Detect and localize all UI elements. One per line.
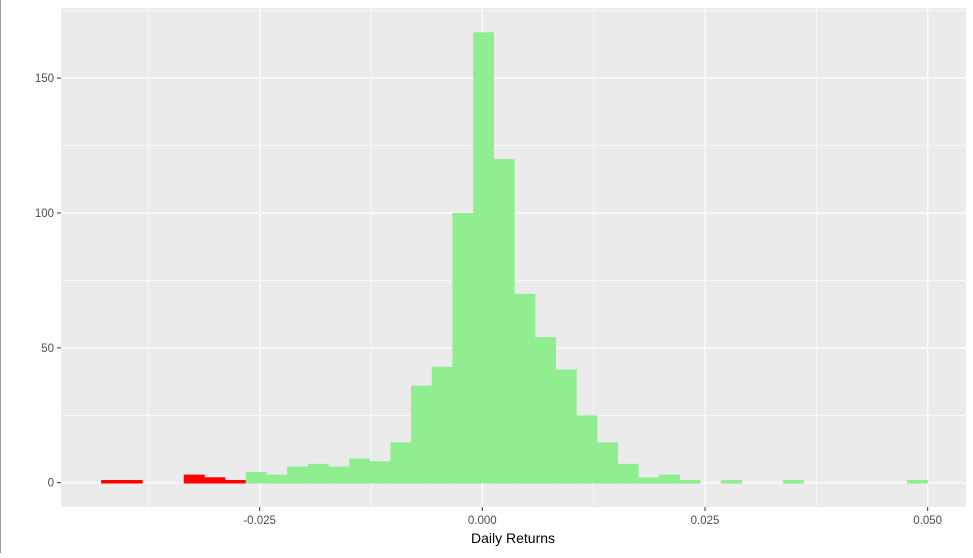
histogram-bar	[369, 461, 391, 483]
histogram-bar	[328, 466, 350, 483]
y-tick-label: 100	[35, 208, 54, 220]
x-axis-label: Daily Returns	[471, 530, 555, 546]
bars	[101, 32, 928, 484]
histogram-bar	[473, 32, 495, 483]
x-axis: -0.025 0.000 0.025 0.050	[243, 507, 942, 527]
histogram-bar	[514, 293, 536, 483]
histogram-bar	[535, 337, 557, 483]
y-tick-label: 0	[48, 478, 54, 490]
y-tick-label: 150	[35, 73, 54, 85]
histogram-bar	[225, 480, 247, 483]
x-tick-label: -0.025	[243, 515, 276, 527]
histogram-bar	[307, 463, 329, 483]
x-tick-label: 0.050	[913, 515, 942, 527]
histogram-bar	[493, 159, 515, 483]
histogram-bar	[245, 471, 267, 483]
histogram-bar	[679, 480, 701, 483]
histogram-bar	[783, 480, 805, 483]
histogram-bar	[431, 366, 453, 483]
histogram-bar	[617, 463, 639, 483]
y-axis: 0 50 100 150	[35, 73, 61, 490]
histogram-bar	[721, 480, 743, 483]
histogram-bar	[638, 477, 660, 483]
histogram-bar	[266, 474, 288, 483]
histogram-bar	[287, 466, 309, 483]
histogram-bar	[555, 369, 577, 483]
histogram-bar	[204, 477, 226, 483]
histogram-bar	[390, 442, 412, 483]
histogram-bar	[121, 480, 143, 483]
histogram-bar	[349, 458, 371, 483]
histogram-bar	[576, 415, 598, 483]
histogram-bar	[597, 442, 619, 483]
histogram-bar	[907, 480, 928, 483]
histogram-bar	[101, 480, 123, 483]
histogram-bar	[411, 385, 433, 483]
histogram-bar	[183, 474, 205, 483]
y-tick-label: 50	[41, 343, 54, 355]
histogram-bar	[659, 474, 681, 483]
x-tick-label: 0.000	[468, 515, 497, 527]
histogram-bar	[452, 212, 474, 483]
x-tick-label: 0.025	[691, 515, 720, 527]
